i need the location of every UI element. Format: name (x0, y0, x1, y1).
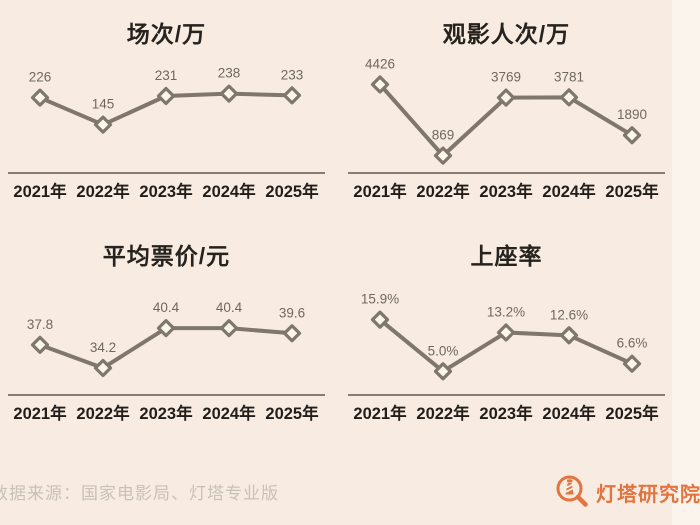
x-tick-label: 2022年 (416, 403, 470, 423)
chart-title: 场次/万 (127, 21, 206, 47)
x-tick-label: 2024年 (202, 181, 256, 201)
x-tick-label: 2022年 (76, 403, 130, 423)
x-tick-label: 2024年 (202, 403, 256, 423)
data-point-marker (156, 319, 176, 338)
data-point-marker (622, 354, 642, 373)
x-tick-label: 2023年 (479, 403, 533, 423)
data-point-marker (219, 84, 239, 103)
x-tick-label: 2023年 (479, 181, 533, 201)
chart-avg-ticket-price-svg: 平均票价/元 37.8 2021年 34.2 2022年 40.4 2023年 40.4 202… (8, 243, 325, 423)
data-point-marker (282, 86, 302, 105)
data-point-marker (219, 319, 239, 338)
data-label: 34.2 (90, 340, 116, 355)
data-label: 3781 (554, 69, 584, 84)
chart-admissions-svg: 观影人次/万 4426 2021年 869 2022年 3769 2023年 3781 2024… (348, 21, 665, 201)
data-point-marker (30, 88, 50, 107)
x-tick-label: 2024年 (542, 181, 596, 201)
chart-attendance-rate-svg: 上座率 15.9% 2021年 5.0% 2022年 13.2% 2023年 12.6% 202… (348, 243, 665, 423)
data-point-marker (433, 146, 453, 165)
chart-sessions: 场次/万 226 2021年 145 2022年 231 2023年 238 2024年 233 2… (8, 0, 325, 215)
data-label: 233 (281, 67, 304, 82)
data-source-text: 数据来源：国家电影局、灯塔专业版 (0, 484, 279, 503)
x-tick-label: 2025年 (605, 181, 659, 201)
data-label: 13.2% (487, 304, 525, 319)
data-label: 226 (29, 70, 52, 85)
data-label: 145 (92, 97, 115, 112)
data-label: 6.6% (617, 336, 648, 351)
data-point-marker (282, 324, 302, 343)
brand-logo: 灯塔研究院 (553, 473, 700, 511)
chart-title: 平均票价/元 (103, 243, 230, 269)
data-label: 5.0% (428, 343, 459, 358)
x-tick-label: 2023年 (139, 403, 193, 423)
data-point-marker (93, 358, 113, 378)
data-label: 869 (432, 128, 455, 143)
x-tick-label: 2021年 (13, 403, 67, 423)
x-tick-label: 2021年 (353, 181, 407, 201)
x-tick-label: 2021年 (13, 181, 67, 201)
x-tick-label: 2021年 (353, 403, 407, 423)
x-tick-label: 2024年 (542, 403, 596, 423)
data-label: 3769 (491, 70, 521, 85)
chart-title: 上座率 (471, 243, 543, 269)
data-point-marker (370, 310, 390, 329)
chart-sessions-svg: 场次/万 226 2021年 145 2022年 231 2023年 238 2024年 233 2… (8, 21, 325, 201)
data-label: 40.4 (216, 300, 243, 315)
data-point-marker (496, 88, 516, 107)
data-label: 4426 (365, 56, 395, 71)
data-point-marker (622, 126, 642, 145)
x-tick-label: 2025年 (265, 181, 319, 201)
brand-name: 灯塔研究院 (596, 483, 700, 506)
chart-attendance-rate: 上座率 15.9% 2021年 5.0% 2022年 13.2% 2023年 12.6% 202… (348, 222, 665, 437)
data-label: 37.8 (27, 317, 53, 332)
chart-admissions: 观影人次/万 4426 2021年 869 2022年 3769 2023年 3781 2024… (348, 0, 665, 215)
data-label: 231 (155, 68, 178, 83)
data-label: 12.6% (550, 307, 588, 322)
x-tick-label: 2022年 (76, 181, 130, 201)
chart-title: 观影人次/万 (443, 21, 570, 47)
x-tick-label: 2023年 (139, 181, 193, 201)
data-label: 15.9% (361, 292, 399, 307)
data-point-marker (370, 75, 390, 94)
data-point-marker (559, 326, 579, 345)
x-tick-label: 2025年 (265, 403, 319, 423)
data-point-marker (559, 88, 579, 107)
data-point-marker (30, 335, 50, 354)
chart-avg-ticket-price: 平均票价/元 37.8 2021年 34.2 2022年 40.4 2023年 40.4 202… (8, 222, 325, 437)
lighthouse-magnifier-icon (556, 475, 588, 507)
data-label: 39.6 (279, 305, 305, 320)
data-point-marker (433, 362, 453, 381)
data-label: 238 (218, 66, 241, 81)
data-point-marker (156, 86, 176, 106)
data-point-marker (93, 115, 113, 134)
right-edge-strip (672, 0, 700, 525)
x-tick-label: 2022年 (416, 181, 470, 201)
data-label: 40.4 (153, 300, 180, 315)
x-tick-label: 2025年 (605, 403, 659, 423)
data-point-marker (496, 323, 516, 342)
data-label: 1890 (617, 107, 647, 122)
